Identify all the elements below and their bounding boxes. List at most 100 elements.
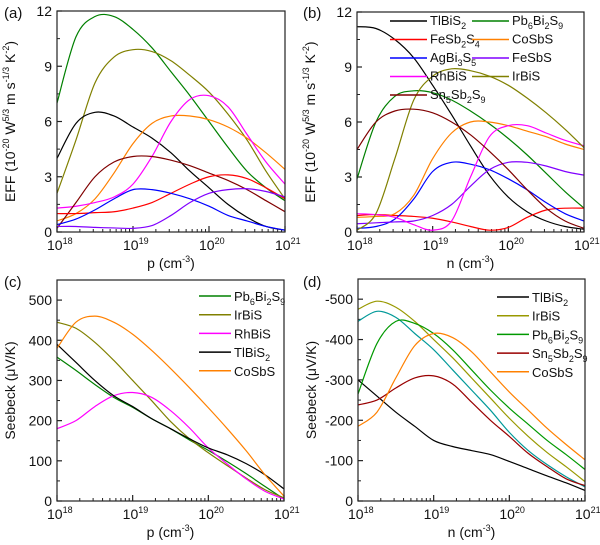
legend: TlBiS2 Pb6Bi2S9 FeSb2S4 CoSbS AgBi3S5 FeSbS Rh…: [390, 13, 563, 105]
legend-item-rhbis: RhBiS: [390, 69, 467, 84]
x-tick-label: 1021: [574, 236, 600, 253]
legend-label: IrBiS: [512, 69, 541, 84]
series-line-agbi3s5: [357, 161, 584, 229]
series-line-cosbs: [358, 332, 585, 461]
y-tick-label: 6: [44, 114, 52, 130]
y-tick-label: 0: [344, 224, 352, 240]
y-tick-label: 6: [344, 114, 352, 130]
legend-item-irbis: IrBiS: [497, 309, 561, 324]
series-group: [57, 13, 285, 231]
legend-item-cosbs: CoSbS: [472, 32, 554, 47]
y-tick-label: 200: [29, 413, 53, 429]
x-axis-label: p (cm-3): [147, 523, 195, 540]
series-line-sn5sb2s9: [357, 108, 584, 229]
y-tick-label: -100: [325, 453, 353, 469]
x-tick-label: 1018: [348, 505, 374, 522]
series-line-tlbis2: [57, 111, 285, 231]
series-group: [358, 300, 585, 492]
series-line-fesbs: [57, 188, 285, 230]
series-line-irbis: [57, 48, 285, 200]
panel-a: (a) 1018 1019 1020 1021 0 3 6 9 12 p (cm-3) EFF (10…: [1, 3, 301, 271]
y-axis-label: EFF (10-20 W5/3 m s-1/3 K-2): [301, 41, 318, 202]
series-line-cosbs: [57, 114, 285, 222]
legend-item-fesbs: FeSbS: [472, 50, 552, 65]
plot-frame: [357, 278, 586, 502]
y-tick-label: 400: [29, 332, 53, 348]
y-tick-label: -200: [325, 412, 353, 428]
y-tick-label: 12: [36, 3, 52, 19]
panel-b: (b) 1018 1019 1020 1021 0 3 6 9 12 n (cm-3) EFF (10…: [301, 4, 600, 271]
legend-label: TlBiS2: [430, 13, 466, 31]
legend-label: Pb6Bi2S9: [532, 327, 583, 345]
legend-label: IrBiS: [234, 308, 263, 323]
legend-item-tlbis2: TlBiS2: [199, 345, 270, 363]
y-tick-label: 100: [29, 453, 53, 469]
legend-label: Pb6Bi2S9: [234, 289, 285, 307]
legend-label: FeSbS: [512, 50, 552, 65]
y-axis-label: Seebeck (μV/K): [2, 341, 18, 439]
series-line-tlbis2: [358, 379, 585, 492]
y-tick-label: -400: [325, 332, 353, 348]
y-tick-label: 9: [44, 58, 52, 74]
series-line-rhbis: [57, 391, 284, 500]
plot-frame: [56, 10, 286, 233]
y-tick-label: 0: [44, 224, 52, 240]
x-tick-label: 1019: [424, 505, 450, 522]
series-line-pb6bi2s9: [57, 13, 285, 202]
y-axis-label: EFF (10-20 W5/3 m s-1/3 K-2): [1, 41, 18, 202]
legend-item-tlbis2: TlBiS2: [390, 13, 466, 31]
legend-label: CoSbS: [512, 32, 554, 47]
legend-item-fesb2s4: FeSb2S4: [390, 32, 480, 50]
x-axis-label: n (cm-3): [447, 254, 495, 271]
series-group: [57, 315, 284, 500]
legend-label: TlBiS2: [234, 345, 270, 363]
x-axis-label: p (cm-3): [147, 254, 195, 271]
series-line-sn5sb2s9: [57, 155, 285, 229]
y-tick-label: 500: [29, 292, 53, 308]
series-line-cosbs: [57, 315, 284, 497]
plot-frame: [356, 11, 585, 233]
panel-label: (a): [4, 5, 22, 22]
series-line-fesb2s4: [357, 207, 584, 231]
y-axis-label: Seebeck (μV/K): [303, 341, 319, 439]
series-line-pb6bi2s9: [358, 319, 585, 470]
x-tick-label: 1021: [274, 505, 300, 522]
legend-item-irbis: IrBiS: [199, 308, 263, 323]
legend-label: CoSbS: [234, 364, 276, 379]
legend-label: TlBiS2: [532, 290, 568, 308]
legend-label: Sn5Sb2S9: [532, 346, 588, 364]
panel-c: (c) 1018 1019 1020 1021 0 100 200 300 400 500 p (cm…: [2, 274, 300, 540]
series-line-sn5sb2s9: [358, 374, 585, 487]
x-tick-label: 1019: [123, 236, 149, 253]
legend-label: FeSb2S4: [430, 32, 480, 50]
x-axis-label: n (cm-3): [448, 523, 496, 540]
legend-item-sn5sb2s9: Sn5Sb2S9: [390, 87, 486, 105]
x-tick-label: 1018: [47, 505, 73, 522]
legend-item-pb6bi2s9: Pb6Bi2S9: [199, 289, 285, 307]
y-tick-label: 300: [29, 372, 53, 388]
x-tick-label: 1021: [275, 236, 301, 253]
legend-label: Sn5Sb2S9: [430, 87, 486, 105]
legend-item-pb6bi2s9: Pb6Bi2S9: [472, 13, 563, 31]
series-line-tlbis2: [57, 343, 284, 490]
panel-label: (b): [303, 5, 321, 22]
x-tick-label: 1020: [199, 236, 225, 253]
series-line-irbis: [357, 67, 584, 231]
legend-label: RhBiS: [234, 326, 271, 341]
series-line-agbi3s5: [57, 188, 285, 231]
legend-label: Pb6Bi2S9: [512, 13, 563, 31]
x-tick-label: 1021: [575, 505, 600, 522]
series-line-fesbs: [357, 161, 584, 225]
legend-label: RhBiS: [430, 69, 467, 84]
panel-d: (d) 1018 1019 1020 1021 0 -100 -200 -300 -400 -500…: [303, 274, 600, 540]
legend-label: CoSbS: [532, 365, 574, 380]
x-tick-label: 1020: [499, 505, 525, 522]
series-line-rhbis: [357, 123, 584, 231]
series-line-irbis: [57, 321, 284, 499]
x-tick-label: 1020: [498, 236, 524, 253]
y-tick-label: 0: [44, 493, 52, 509]
y-tick-label: 3: [44, 169, 52, 185]
panel-label: (d): [303, 274, 321, 291]
